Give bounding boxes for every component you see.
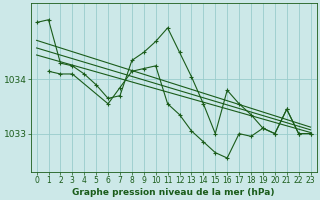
X-axis label: Graphe pression niveau de la mer (hPa): Graphe pression niveau de la mer (hPa) [72,188,275,197]
